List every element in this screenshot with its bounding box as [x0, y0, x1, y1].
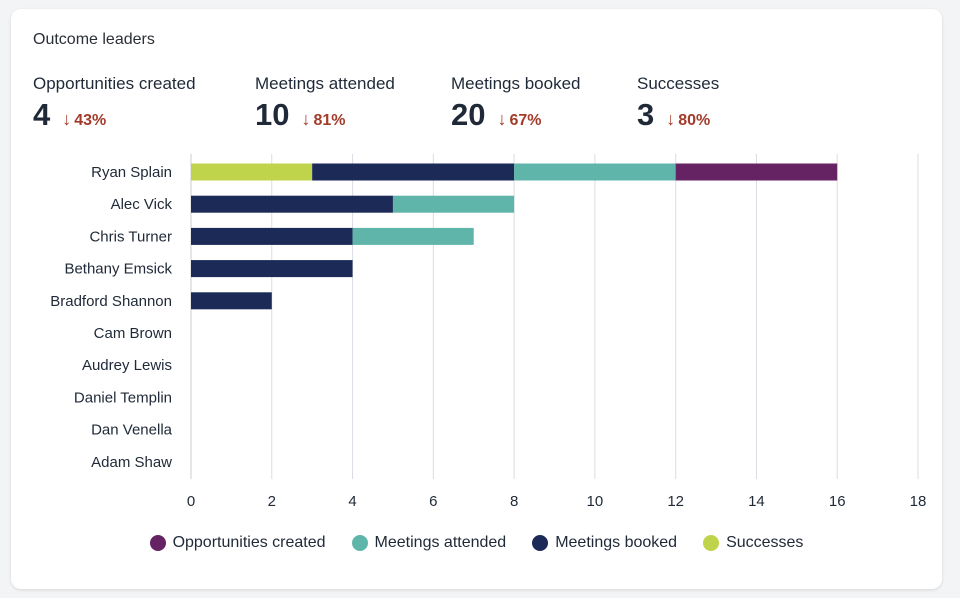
bar-segment	[191, 292, 272, 310]
legend-swatch	[351, 535, 368, 551]
kpi-change-value: 81%	[313, 112, 346, 129]
kpi-change: ↓ 43%	[62, 109, 106, 130]
kpi-value: 3	[637, 97, 655, 132]
y-category-label: Daniel Templin	[74, 389, 172, 406]
y-category-label: Alec Vick	[111, 196, 173, 213]
y-category-label: Adam Shaw	[91, 454, 172, 471]
bar-segment	[392, 195, 515, 213]
bar-segment	[191, 260, 353, 278]
arrow-down-icon: ↓	[497, 109, 507, 129]
card-title: Outcome leaders	[33, 31, 155, 48]
kpi-change-value: 43%	[74, 112, 107, 129]
bar-segment	[352, 227, 474, 245]
legend-label: Opportunities created	[172, 534, 326, 551]
y-category-label: Cam Brown	[94, 325, 172, 342]
bar-segment	[191, 227, 353, 245]
legend-item[interactable]: Meetings attended	[351, 534, 507, 552]
kpi-value: 4	[33, 97, 51, 132]
x-tick-label: 6	[429, 493, 437, 510]
chart-legend: Opportunities created Meetings attended Me…	[11, 534, 942, 552]
legend-label: Successes	[726, 534, 804, 551]
y-category-label: Dan Venella	[91, 422, 173, 439]
x-tick-label: 18	[910, 493, 927, 510]
legend-label: Meetings booked	[555, 534, 678, 551]
y-category-label: Audrey Lewis	[82, 357, 172, 374]
stacked-bar-chart: 0 2 4 6 8 10 12 14 16 18 Ryan Splain Alec Vick Chris…	[50, 154, 927, 510]
legend-swatch	[532, 535, 549, 551]
arrow-down-icon: ↓	[666, 109, 676, 129]
bar-segment	[312, 163, 515, 181]
x-tick-label: 14	[748, 493, 765, 510]
legend-swatch	[703, 535, 720, 551]
bar-segment	[514, 163, 676, 181]
kpi-change: ↓ 80%	[666, 109, 710, 130]
bar-segment	[191, 195, 393, 213]
kpi-meetings-booked: Meetings booked 20 ↓ 67%	[451, 74, 580, 130]
arrow-down-icon: ↓	[62, 109, 72, 129]
x-tick-label: 8	[510, 493, 518, 510]
kpi-change: ↓ 67%	[497, 109, 541, 130]
kpi-change: ↓ 81%	[301, 109, 345, 130]
x-tick-label: 2	[268, 493, 276, 510]
kpi-value: 20	[451, 97, 486, 132]
legend-item[interactable]: Meetings booked	[532, 534, 677, 552]
legend-label: Meetings attended	[374, 534, 507, 551]
legend-item[interactable]: Successes	[703, 534, 803, 552]
kpi-label: Opportunities created	[33, 74, 196, 93]
kpi-label: Successes	[637, 74, 720, 93]
outcome-leaders-card: Outcome leaders Opportunities created 4 …	[11, 9, 942, 589]
y-category-label: Chris Turner	[89, 228, 172, 245]
kpi-value: 10	[255, 97, 290, 132]
kpi-label: Meetings booked	[451, 74, 581, 93]
kpi-change-value: 80%	[678, 112, 711, 129]
kpi-change-value: 67%	[509, 112, 542, 129]
bar-segment	[675, 163, 838, 181]
y-category-label: Bethany Emsick	[64, 261, 172, 278]
kpi-meetings-attended: Meetings attended 10 ↓ 81%	[255, 74, 395, 130]
kpi-successes: Successes 3 ↓ 80%	[637, 74, 719, 130]
x-tick-label: 10	[587, 493, 604, 510]
y-category-label: Bradford Shannon	[50, 293, 172, 310]
kpi-label: Meetings attended	[255, 74, 395, 93]
arrow-down-icon: ↓	[301, 109, 311, 129]
x-tick-label: 12	[667, 493, 684, 510]
bar-segment	[191, 163, 313, 181]
x-tick-label: 0	[187, 493, 195, 510]
y-category-label: Ryan Splain	[91, 164, 172, 181]
legend-swatch	[149, 535, 166, 551]
x-tick-label: 16	[829, 493, 846, 510]
kpi-opportunities-created: Opportunities created 4 ↓ 43%	[33, 74, 196, 130]
x-tick-label: 4	[348, 493, 356, 510]
legend-item[interactable]: Opportunities created	[149, 534, 326, 552]
